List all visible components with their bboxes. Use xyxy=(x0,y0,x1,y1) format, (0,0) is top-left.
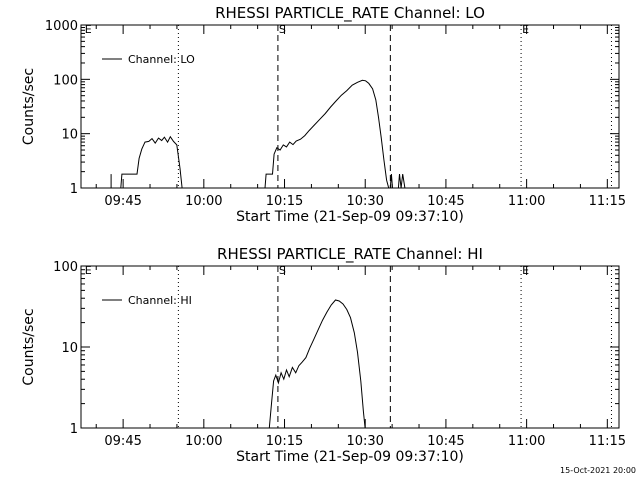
panel-hi: RHESSI PARTICLE_RATE Channel: HI Counts/s… xyxy=(21,245,626,465)
series-line-segment xyxy=(120,135,183,189)
x-tick-label: 10:45 xyxy=(427,194,464,209)
x-tick-label: 10:30 xyxy=(346,194,383,209)
x-tick-label: 10:15 xyxy=(266,194,303,209)
chart-title: RHESSI PARTICLE_RATE Channel: LO xyxy=(215,4,485,23)
x-tick-label: 10:15 xyxy=(266,434,303,449)
x-tick-label: 10:00 xyxy=(185,194,222,209)
legend-label: Channel: HI xyxy=(128,294,192,307)
panel-lo: RHESSI PARTICLE_RATE Channel: LO Counts/s… xyxy=(21,4,626,225)
x-tick-label: 09:45 xyxy=(104,434,141,449)
corner-mark-label: E xyxy=(85,264,92,277)
x-tick-label: 11:15 xyxy=(589,434,626,449)
x-tick-label: 09:45 xyxy=(104,194,141,209)
y-tick-label: 10 xyxy=(61,341,78,356)
x-tick-label: 11:00 xyxy=(508,434,545,449)
series-line-segment xyxy=(397,174,406,189)
x-tick-label: 10:45 xyxy=(427,434,464,449)
x-axis-label: Start Time (21-Sep-09 09:37:10) xyxy=(236,209,464,225)
y-tick-label: 1 xyxy=(70,182,78,197)
y-tick-label: 1 xyxy=(70,422,78,437)
x-tick-label: 10:00 xyxy=(185,434,222,449)
event-marker-label: S xyxy=(279,23,286,36)
legend-label: Channel: LO xyxy=(128,53,195,66)
y-axis-label: Counts/sec xyxy=(21,308,37,385)
y-axis-label: Counts/sec xyxy=(21,68,37,145)
series-line-segment xyxy=(268,299,366,429)
x-tick-label: 11:15 xyxy=(589,194,626,209)
event-marker-label: E xyxy=(522,23,529,36)
footer-timestamp: 15-Oct-2021 20:00 xyxy=(560,466,636,475)
plot-frame xyxy=(80,265,620,429)
y-tick-label: 1000 xyxy=(45,19,78,34)
chart-title: RHESSI PARTICLE_RATE Channel: HI xyxy=(217,245,483,264)
x-axis-label: Start Time (21-Sep-09 09:37:10) xyxy=(236,449,464,465)
x-tick-label: 11:00 xyxy=(508,194,545,209)
series-line-segment xyxy=(389,174,393,189)
corner-mark-label: E xyxy=(85,23,92,36)
x-tick-label: 10:30 xyxy=(346,434,383,449)
y-tick-label: 10 xyxy=(61,128,78,143)
y-tick-label: 100 xyxy=(53,260,78,275)
event-marker-label: E xyxy=(522,264,529,277)
event-marker-label: S xyxy=(279,264,286,277)
y-tick-label: 100 xyxy=(53,73,78,88)
plot-frame xyxy=(80,24,620,189)
series-line-segment xyxy=(264,79,390,189)
